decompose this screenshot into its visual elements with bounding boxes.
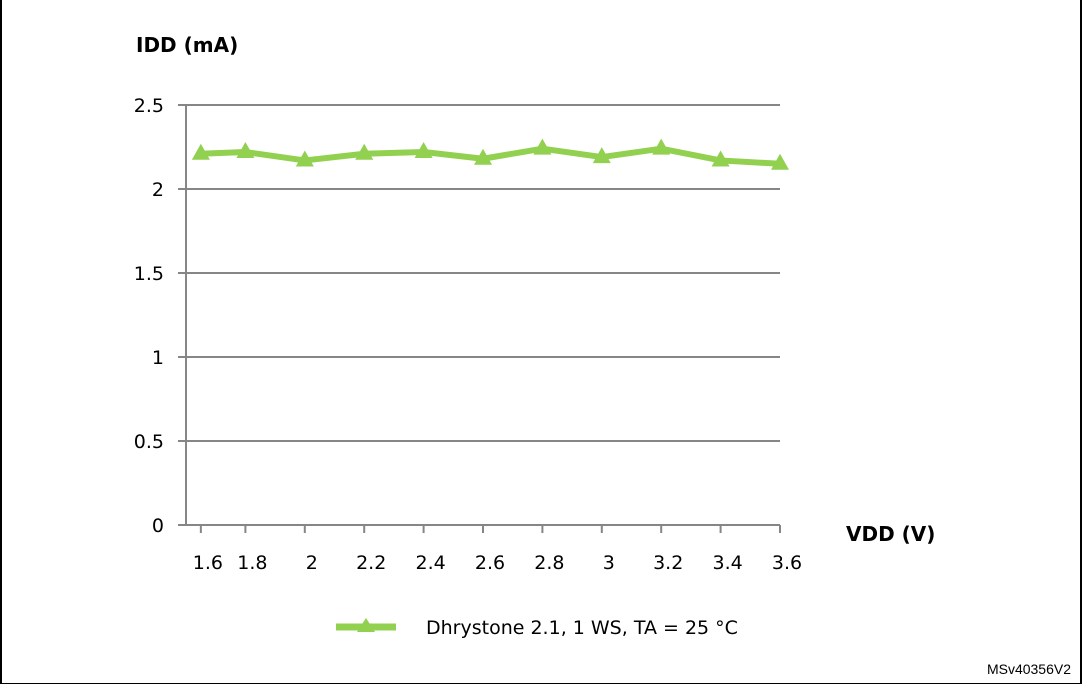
data-point-triangle-icon — [652, 138, 671, 155]
x-tick-labels: 1.6 1.8 2 2.2 2.4 2.6 2.8 3 3.2 3.4 3.6 — [193, 552, 802, 574]
x-tick-label: 2 — [306, 552, 318, 574]
data-point-triangle-icon — [533, 138, 552, 155]
data-point-triangle-icon — [414, 142, 433, 159]
y-tick-label: 2.5 — [134, 95, 164, 117]
x-tick-label: 1.8 — [237, 552, 267, 574]
y-tick-label: 0 — [152, 515, 164, 537]
legend-label: Dhrystone 2.1, 1 WS, TA = 25 °C — [426, 617, 738, 639]
y-tick-labels: 0 0.5 1 1.5 2 2.5 — [134, 95, 164, 537]
data-point-triangle-icon — [474, 148, 492, 165]
gridlines — [186, 104, 780, 442]
y-tick-label: 1.5 — [134, 263, 164, 285]
legend-marker-triangle-icon — [357, 618, 375, 632]
y-tick-label: 2 — [152, 179, 164, 201]
series-group — [191, 138, 789, 170]
data-point-triangle-icon — [592, 147, 611, 164]
x-tick-label: 2.2 — [356, 552, 386, 574]
data-point-triangle-icon — [355, 143, 374, 160]
x-tick-label: 3.4 — [712, 552, 742, 574]
x-axis-label: VDD (V) — [846, 522, 935, 546]
x-tick-label: 1.6 — [193, 552, 223, 574]
x-tick-label: 3.2 — [653, 552, 683, 574]
x-tick-label: 2.4 — [415, 552, 445, 574]
legend: Dhrystone 2.1, 1 WS, TA = 25 °C — [336, 617, 738, 639]
x-tick-label: 2.8 — [534, 552, 564, 574]
figure-id: MSv40356V2 — [987, 661, 1071, 677]
x-tick-label: 3.6 — [772, 552, 802, 574]
data-point-triangle-icon — [236, 142, 255, 159]
y-tick-label: 0.5 — [134, 431, 164, 453]
data-point-triangle-icon — [295, 150, 314, 167]
y-tick-label: 1 — [152, 347, 164, 369]
y-axis-label: IDD (mA) — [136, 33, 238, 57]
x-tick-label: 3 — [603, 552, 615, 574]
data-point-triangle-icon — [711, 150, 730, 167]
data-point-triangle-icon — [191, 143, 210, 160]
axes — [178, 104, 781, 533]
x-tick-label: 2.6 — [475, 552, 505, 574]
data-point-triangle-icon — [771, 153, 789, 170]
